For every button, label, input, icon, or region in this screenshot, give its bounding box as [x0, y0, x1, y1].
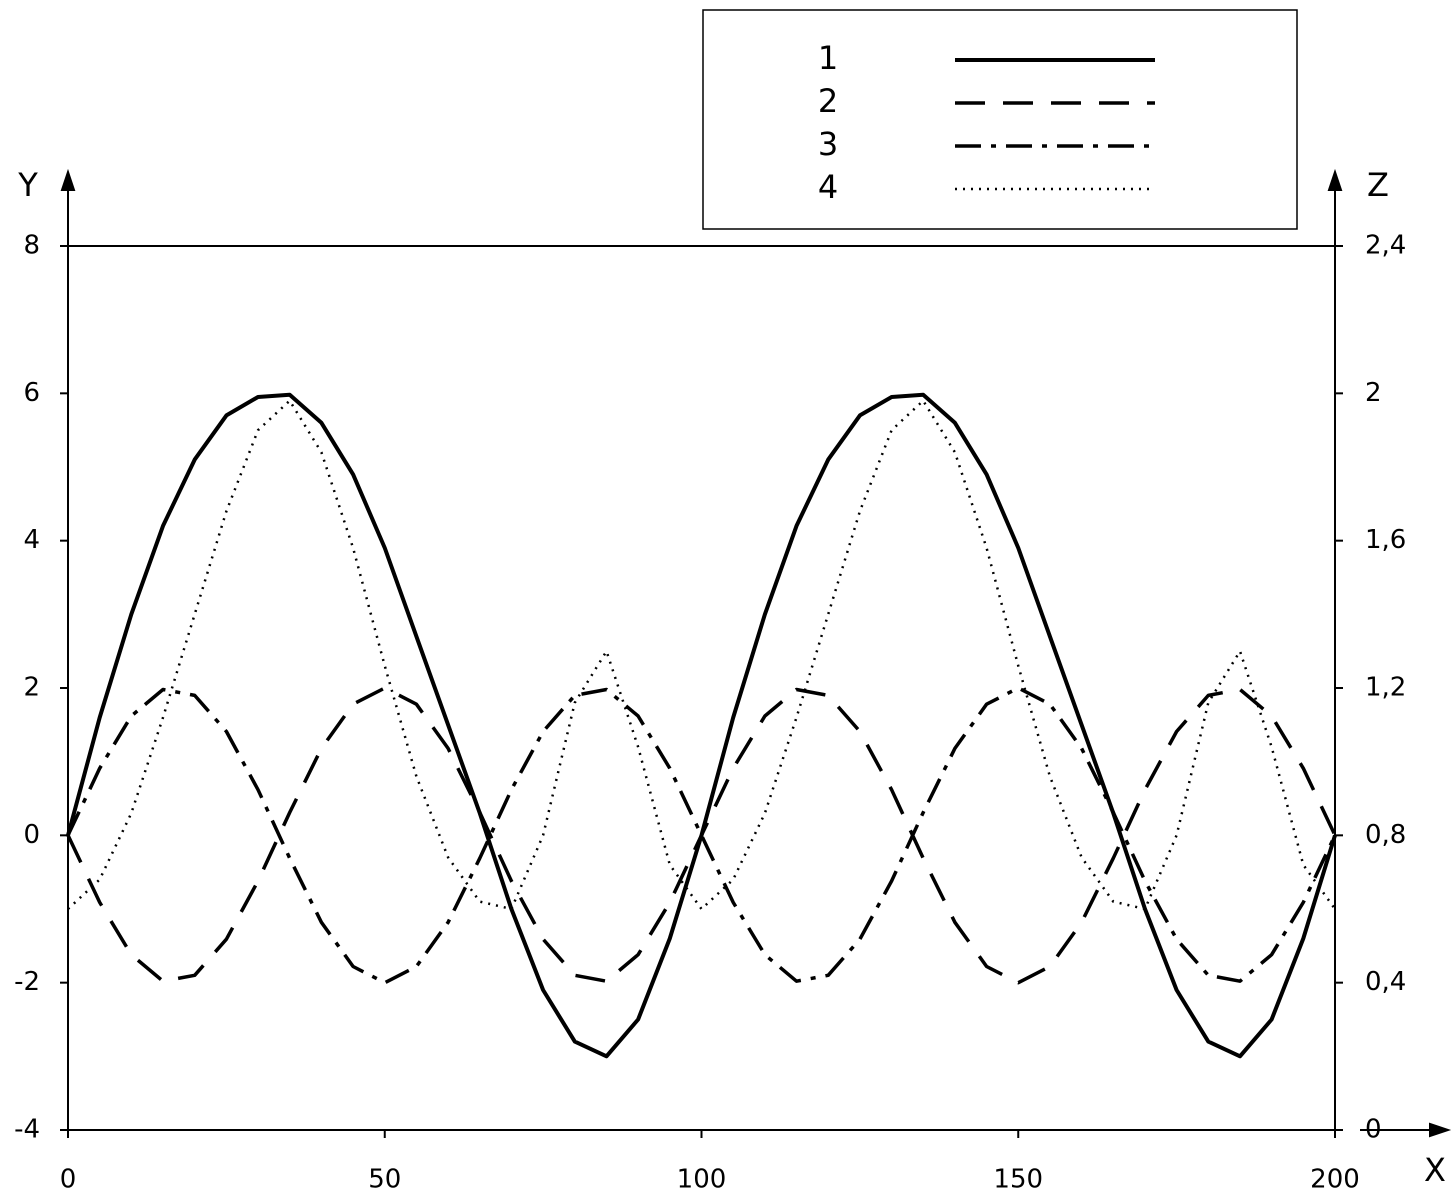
y-axis [60, 168, 76, 1130]
y-tick-label: 6 [23, 378, 40, 408]
y2-tick-label: 2,4 [1365, 231, 1406, 261]
y-axis-label: Y [17, 166, 38, 204]
x-axis-label: X [1424, 1151, 1446, 1189]
x-axis [68, 1122, 1452, 1138]
y-tick-label: -4 [14, 1115, 40, 1145]
y-tick-label: 0 [23, 820, 40, 850]
legend-label: 1 [818, 39, 838, 77]
series-line [66, 392, 1337, 1059]
x-tick-label: 50 [368, 1165, 401, 1195]
y2-axis-label: Z [1367, 166, 1389, 204]
legend-box [702, 9, 1298, 230]
series-line [66, 686, 1337, 985]
series-line [66, 686, 1337, 985]
y2-tick-label: 0,8 [1365, 820, 1406, 850]
y-tick-label: 2 [23, 673, 40, 703]
y2-tick-label: 0,4 [1365, 967, 1406, 997]
legend-label: 2 [818, 82, 838, 120]
legend-label: 4 [818, 168, 838, 206]
x-tick-label: 0 [60, 1165, 77, 1195]
legend-label: 3 [818, 125, 838, 163]
x-tick-label: 100 [677, 1165, 727, 1195]
y2-tick-label: 0 [1365, 1115, 1382, 1145]
y2-tick-label: 1,6 [1365, 525, 1406, 555]
y-tick-label: 4 [23, 525, 40, 555]
x-tick-label: 200 [1310, 1165, 1360, 1195]
y-tick-label: 8 [23, 231, 40, 261]
x-tick-label: 150 [993, 1165, 1043, 1195]
y2-axis [1327, 168, 1343, 1130]
y-tick-label: -2 [14, 967, 40, 997]
y2-tick-label: 1,2 [1365, 673, 1406, 703]
y2-tick-label: 2 [1365, 378, 1382, 408]
